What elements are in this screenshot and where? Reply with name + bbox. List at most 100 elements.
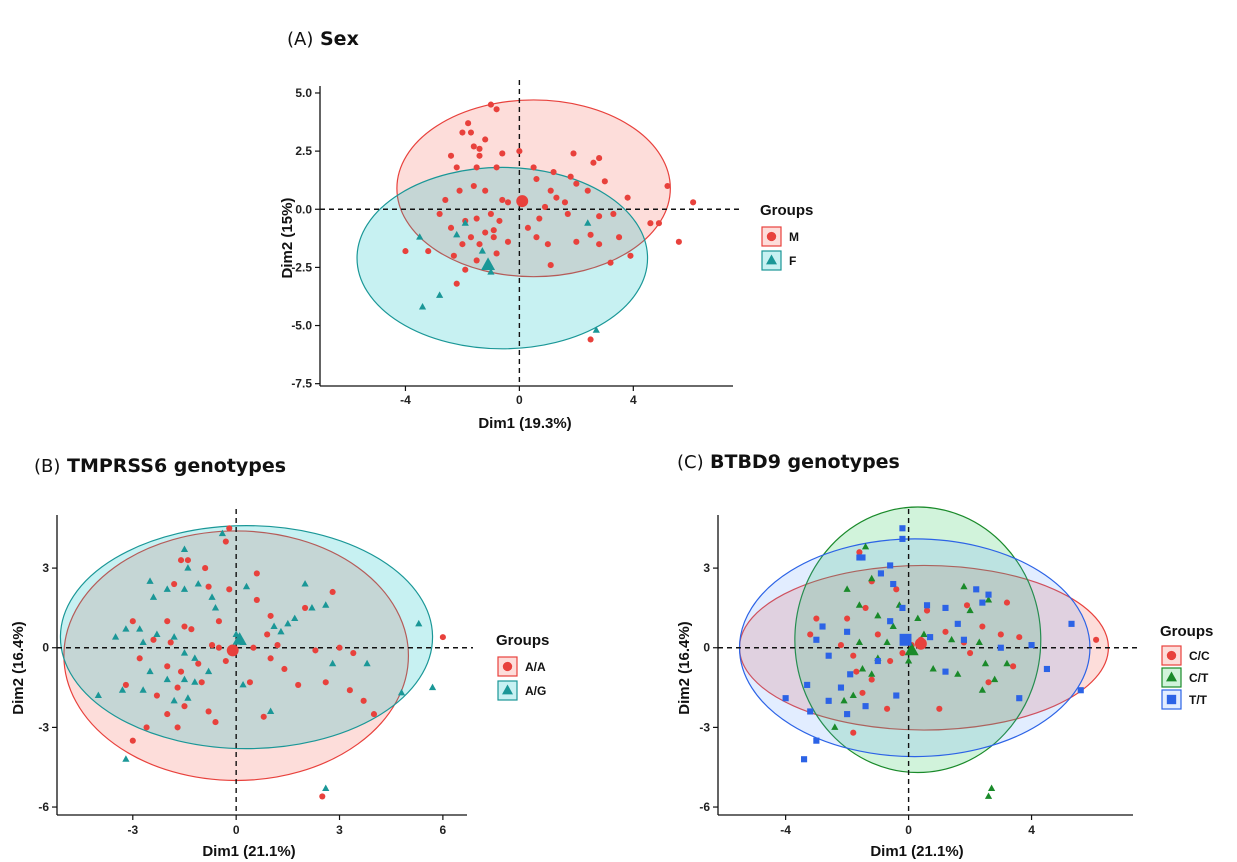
point-m [482, 136, 489, 143]
point-c-c [997, 631, 1004, 638]
point-a-a [167, 639, 174, 646]
point-m [655, 220, 663, 227]
point-c-c [850, 652, 857, 659]
point-c-c [967, 649, 974, 657]
point-t-t [1016, 695, 1023, 702]
point-a-a [205, 583, 212, 590]
panel-c-plot: -4 0 4 -6 -3 0 3 [699, 506, 1139, 837]
point-a-a [174, 724, 181, 731]
point-a-g [218, 529, 226, 537]
point-a-a [150, 636, 157, 643]
point-m [624, 194, 631, 201]
point-c-c [859, 689, 866, 696]
point-a-g [170, 696, 178, 704]
point-m [467, 129, 475, 136]
point-a-g [363, 659, 371, 667]
point-t-t [825, 652, 832, 659]
point-t-t [807, 708, 814, 715]
point-c-t [948, 635, 956, 643]
point-m [425, 248, 432, 255]
point-c-t [855, 638, 864, 645]
point-m [473, 257, 480, 264]
point-a-g [308, 603, 316, 611]
point-a-a [253, 570, 260, 577]
point-c-t [831, 723, 839, 730]
point-t-t [1068, 620, 1075, 627]
point-c-t [960, 582, 968, 590]
point-a-a [215, 644, 222, 651]
point-c-c [899, 649, 906, 657]
point-m [547, 187, 554, 194]
panel-a-legend-keys: MF [761, 226, 799, 271]
legend-label: C/T [1189, 671, 1209, 685]
point-f [592, 326, 600, 333]
point-m [544, 241, 551, 248]
point-m [402, 248, 409, 255]
panel-a: (A) Sex -4 0 4 -7.5 -5.0 -2.5 0.0 2.5 5.0 Dim1 (… [279, 28, 813, 432]
point-m [470, 182, 477, 190]
panel-a-letter: (A) [287, 29, 313, 50]
point-c-c [874, 631, 881, 638]
point-c-t [981, 659, 990, 667]
point-a-a [212, 719, 219, 726]
point-a-g [284, 619, 292, 627]
point-a-a [143, 724, 150, 731]
point-a-a [264, 631, 271, 638]
legend-label: T/T [1189, 693, 1208, 707]
point-m [587, 231, 594, 238]
point-t-t [844, 628, 851, 635]
point-m [590, 159, 597, 166]
point-t-t [942, 604, 949, 611]
x-tick-label: 0 [233, 823, 240, 837]
point-m [561, 199, 569, 206]
point-c-c [853, 668, 860, 675]
point-a-g [180, 675, 189, 683]
point-m [596, 213, 603, 220]
panel-c-title: BTBD9 genotypes [710, 451, 900, 473]
point-m [533, 175, 540, 183]
point-a-a [177, 668, 185, 675]
point-a-g [428, 683, 437, 691]
point-f [461, 219, 469, 226]
panel-a-legend: Groups MF [760, 202, 813, 271]
point-t-t [893, 692, 900, 699]
point-c-t [984, 792, 993, 799]
y-tick-label: 5.0 [295, 86, 312, 100]
point-a-g [146, 667, 154, 675]
point-m [465, 120, 472, 127]
point-m [675, 238, 682, 245]
y-tick-label: 0 [703, 641, 710, 655]
point-m [550, 168, 557, 176]
point-m [473, 215, 480, 222]
point-c-c [936, 705, 943, 712]
point-a-a [260, 713, 267, 720]
point-a-g [322, 601, 330, 608]
point-m [504, 199, 512, 206]
panel-c: (C) BTBD9 genotypes -4 0 4 -6 -3 0 3 Dim1 (21.… [676, 451, 1213, 860]
panel-c-legend: Groups C/C C/T T/T [1160, 623, 1213, 710]
point-m [564, 210, 571, 217]
centroid-a-g [232, 632, 247, 645]
y-tick-label: -3 [38, 720, 49, 734]
point-c-t [929, 665, 937, 672]
point-a-g [191, 678, 199, 685]
point-a-a [188, 626, 195, 633]
point-t-t [859, 554, 866, 561]
panel-b-legend-title: Groups [496, 632, 549, 649]
point-a-g [163, 585, 171, 592]
x-tick-label: 4 [630, 393, 637, 407]
y-tick-label: 3 [703, 561, 710, 575]
point-a-g [122, 625, 130, 632]
point-c-t [914, 614, 922, 622]
point-t-t [856, 554, 863, 561]
point-m [470, 143, 477, 150]
x-tick-label: 6 [440, 823, 447, 837]
point-m [516, 148, 523, 155]
point-m [487, 101, 494, 108]
point-c-c [963, 602, 971, 609]
point-c-c [844, 615, 851, 622]
point-c-c [856, 549, 863, 556]
point-a-g [163, 675, 171, 683]
legend-key-marker [502, 684, 513, 695]
